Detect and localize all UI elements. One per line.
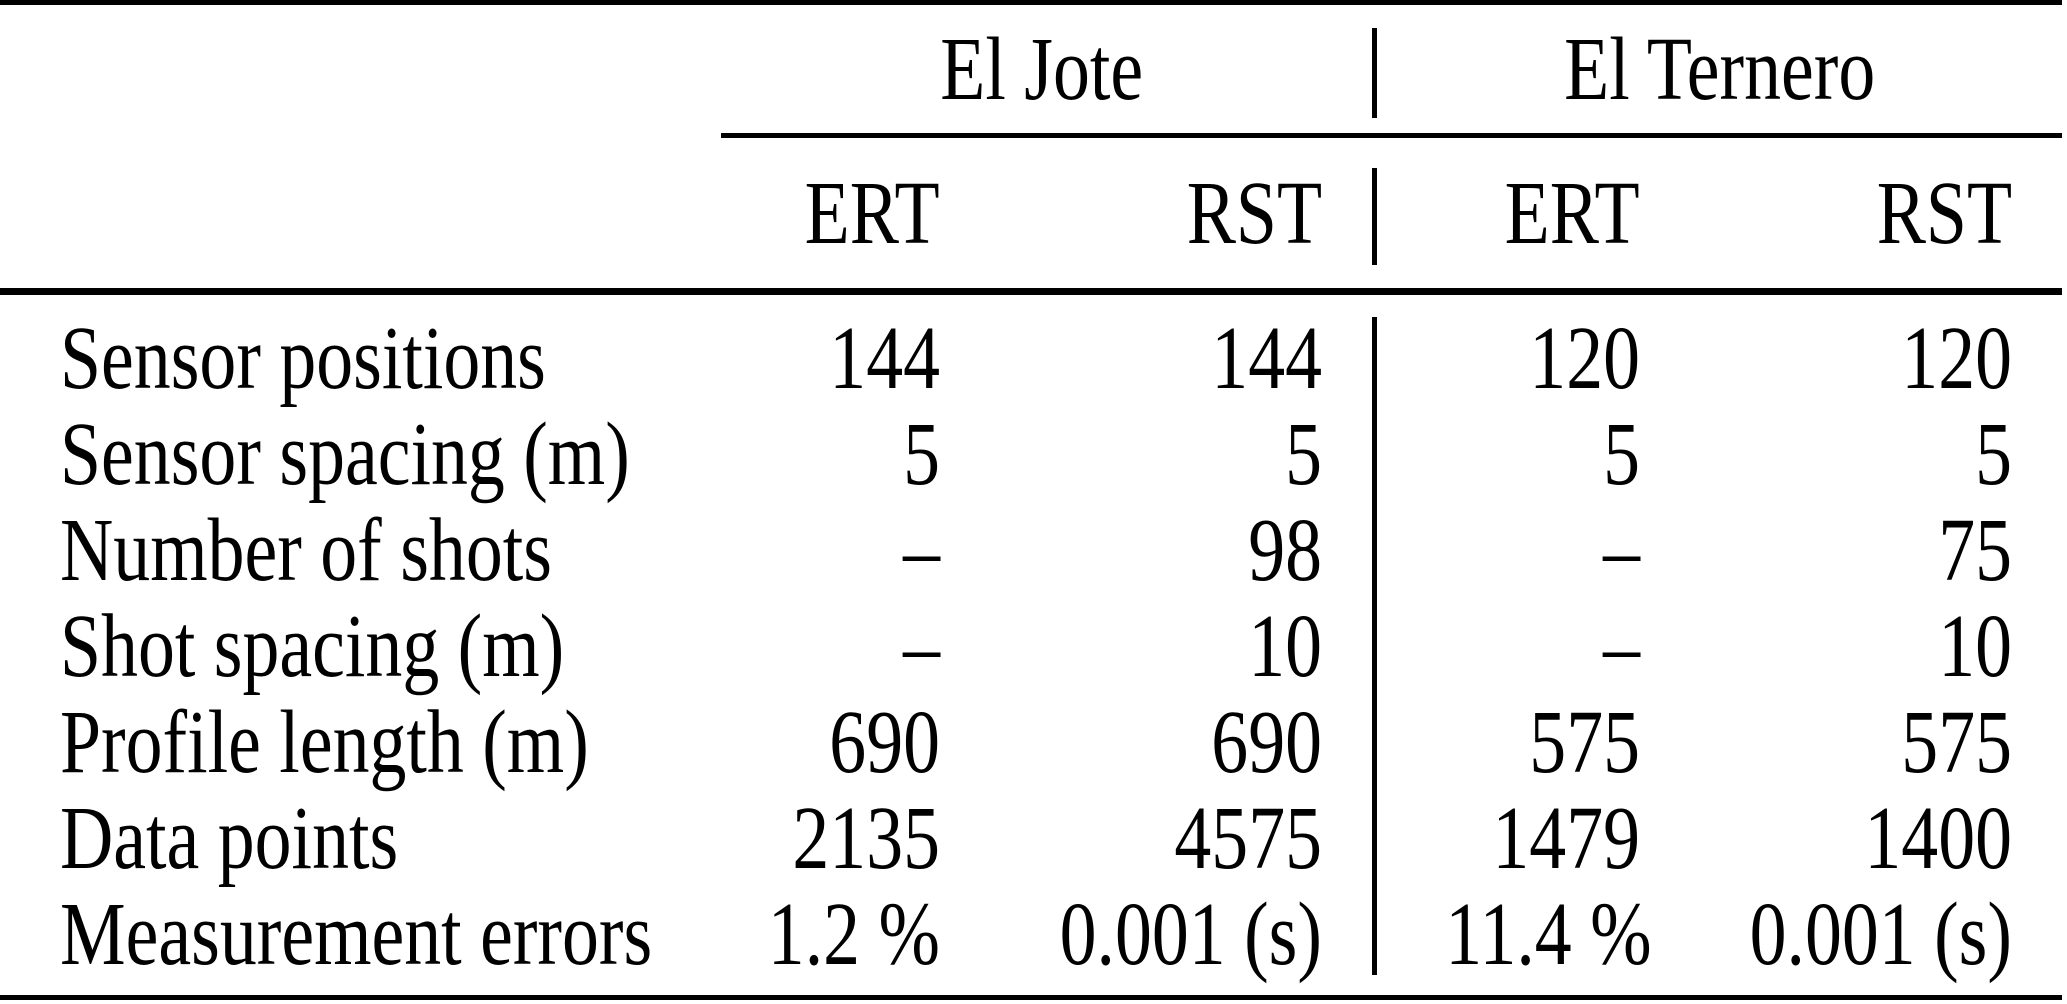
cell-value: 4575: [1174, 789, 1322, 888]
cell-value: 5: [903, 405, 940, 504]
table-body: Sensor positions 144 144 120 120 Sensor …: [0, 307, 2067, 984]
cell-value: 144: [829, 309, 940, 408]
cell-value: 690: [1211, 693, 1322, 792]
cell-value: 10: [1248, 597, 1322, 696]
cell-value: 120: [1901, 309, 2012, 408]
group-underline-rule: [721, 133, 2062, 138]
cell-value: –: [903, 501, 940, 600]
row-label: Measurement errors: [60, 885, 653, 984]
cell-value: 144: [1211, 309, 1322, 408]
cell-value: 1.2 %: [767, 885, 940, 984]
cell-value: 75: [1938, 501, 2012, 600]
cell-value: 1479: [1492, 789, 1640, 888]
cell-value: 10: [1938, 597, 2012, 696]
row-label: Shot spacing (m): [60, 597, 565, 696]
cell-value: 120: [1529, 309, 1640, 408]
row-label: Data points: [60, 789, 399, 888]
group-header-el-jote: El Jote: [940, 19, 1143, 119]
cell-value: 575: [1901, 693, 2012, 792]
cell-value: 5: [1285, 405, 1322, 504]
cell-value: 5: [1603, 405, 1640, 504]
cell-value: 0.001 (s): [1059, 885, 1322, 984]
cell-value: –: [1603, 597, 1640, 696]
cell-value: 0.001 (s): [1749, 885, 2012, 984]
table-row-sensor-spacing: Sensor spacing (m) 5 5 5 5: [0, 403, 2067, 504]
top-rule: [0, 0, 2062, 5]
subheader-el-ternero-rst: RST: [1876, 163, 2012, 263]
group-header-row: El Jote El Ternero: [0, 5, 2067, 133]
cell-value: –: [903, 597, 940, 696]
row-label: Profile length (m): [60, 693, 589, 792]
table-row-sensor-positions: Sensor positions 144 144 120 120: [0, 307, 2067, 408]
group-divider-subheader-segment: [1372, 168, 1377, 265]
table-row-profile-length: Profile length (m) 690 690 575 575: [0, 691, 2067, 792]
subheader-el-ternero-ert: ERT: [1505, 163, 1640, 263]
cell-value: 2135: [792, 789, 940, 888]
cell-value: 98: [1248, 501, 1322, 600]
table-row-measurement-errors: Measurement errors 1.2 % 0.001 (s) 11.4 …: [0, 883, 2067, 984]
group-header-el-ternero: El Ternero: [1564, 19, 1876, 119]
table-row-data-points: Data points 2135 4575 1479 1400: [0, 787, 2067, 888]
cell-value: 575: [1529, 693, 1640, 792]
cell-value: 1400: [1864, 789, 2012, 888]
table-row-number-of-shots: Number of shots – 98 – 75: [0, 499, 2067, 600]
header-body-rule: [0, 288, 2062, 295]
row-label: Number of shots: [60, 501, 552, 600]
bottom-rule: [0, 995, 2062, 1000]
cell-value: 5: [1975, 405, 2012, 504]
row-label: Sensor positions: [60, 309, 546, 408]
group-divider-body-segment: [1372, 317, 1377, 975]
table-row-shot-spacing: Shot spacing (m) – 10 – 10: [0, 595, 2067, 696]
subheader-el-jote-rst: RST: [1186, 163, 1322, 263]
row-label: Sensor spacing (m): [60, 405, 630, 504]
group-divider-header-segment: [1372, 28, 1377, 118]
subheader-el-jote-ert: ERT: [805, 163, 940, 263]
subheader-row: ERT RST ERT RST: [0, 138, 2067, 288]
cell-value: 690: [829, 693, 940, 792]
cell-value: 11.4 %: [1445, 885, 1652, 984]
cell-value: –: [1603, 501, 1640, 600]
